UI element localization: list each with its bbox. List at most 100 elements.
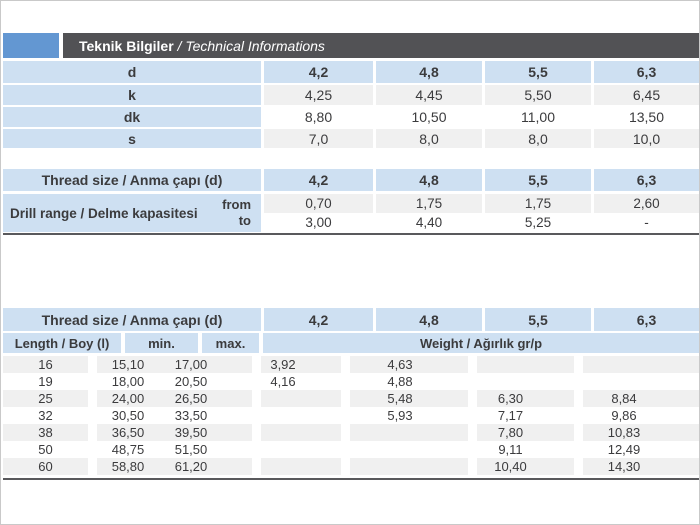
weight-cell: 10,83 <box>583 424 699 441</box>
drill-range-table: Thread size / Anma çapı (d) 4,2 4,8 5,5 … <box>3 169 699 232</box>
table-row-length-50: 50 48,75 51,50 9,11 12,49 <box>3 441 699 458</box>
value-cell: 6,45 <box>594 85 699 105</box>
weight-cell <box>583 373 699 390</box>
min-column-header: min. <box>125 333 198 353</box>
weight-cell <box>261 390 341 407</box>
weight-cell <box>583 356 699 373</box>
size-header-cell: 5,5 <box>485 61 591 83</box>
value-cell: 10,50 <box>376 107 482 127</box>
thread-size-label: Thread size / Anma çapı (d) <box>3 169 261 191</box>
table-row-length-38: 38 36,50 39,50 7,80 10,83 <box>3 424 699 441</box>
max-value: 17,00 <box>174 357 208 372</box>
value-cell: 5,50 <box>485 85 591 105</box>
max-value: 33,50 <box>174 408 208 423</box>
value-cell: 4,40 <box>376 213 482 232</box>
weight-cell: 3,92 <box>261 356 341 373</box>
table-row-length-60: 60 58,80 61,20 10,40 14,30 <box>3 458 699 475</box>
value-cell: 10,0 <box>594 129 699 148</box>
size-header-cell: 4,8 <box>376 169 482 191</box>
table-row-s: s 7,0 8,0 8,0 10,0 <box>3 129 699 148</box>
row-label-s: s <box>3 129 261 148</box>
length-cell: 16 <box>3 356 88 373</box>
value-cell: 1,75 <box>376 194 482 213</box>
table-row-length-16: 16 15,10 17,00 3,92 4,63 <box>3 356 699 373</box>
size-header-cell: 4,2 <box>264 169 373 191</box>
value-cell: 13,50 <box>594 107 699 127</box>
weight-cell: 6,30 <box>477 390 574 407</box>
weight-cell <box>261 424 341 441</box>
max-column-header: max. <box>202 333 259 353</box>
length-cell: 38 <box>3 424 88 441</box>
min-value: 15,10 <box>111 357 145 372</box>
weight-cell <box>261 441 341 458</box>
length-cell: 60 <box>3 458 88 475</box>
length-cell: 19 <box>3 373 88 390</box>
weight-cell: 4,63 <box>350 356 468 373</box>
drill-range-label: Drill range / Delme kapasitesi <box>10 205 198 221</box>
length-cell: 50 <box>3 441 88 458</box>
dimensions-table: d 4,2 4,8 5,5 6,3 k 4,25 4,45 5,50 6,45 … <box>3 61 699 148</box>
weight-cell: 10,40 <box>477 458 574 475</box>
value-cell: 7,0 <box>264 129 373 148</box>
accent-square <box>3 33 59 58</box>
value-cell: 1,75 <box>485 194 591 213</box>
dimensions-header-row: d 4,2 4,8 5,5 6,3 <box>3 61 699 83</box>
weight-column-header: Weight / Ağırlık gr/p <box>263 333 699 353</box>
title-bar: Teknik Bilgiler / Technical Informations <box>3 33 699 58</box>
value-cell: 4,25 <box>264 85 373 105</box>
weight-cell <box>477 356 574 373</box>
weight-cell: 14,30 <box>583 458 699 475</box>
size-header-cell: 4,2 <box>264 61 373 83</box>
drill-header-row: Thread size / Anma çapı (d) 4,2 4,8 5,5 … <box>3 169 699 191</box>
length-cell: 25 <box>3 390 88 407</box>
weight-cell <box>350 458 468 475</box>
value-cell: 0,70 <box>264 194 373 213</box>
drill-range-values: 0,70 1,75 1,75 2,60 3,00 4,40 5,25 - <box>264 194 699 232</box>
min-value: 48,75 <box>111 442 145 457</box>
drill-range-label-cell: Drill range / Delme kapasitesi from to <box>3 194 261 232</box>
row-label-k: k <box>3 85 261 105</box>
max-value: 51,50 <box>174 442 208 457</box>
value-cell: 4,45 <box>376 85 482 105</box>
table-row-length-25: 25 24,00 26,50 5,48 6,30 8,84 <box>3 390 699 407</box>
value-cell: 2,60 <box>594 194 699 213</box>
value-cell: 5,25 <box>485 213 591 232</box>
table-row-dk: dk 8,80 10,50 11,00 13,50 <box>3 107 699 127</box>
size-header-cell: 4,2 <box>264 308 373 331</box>
weight-cell: 8,84 <box>583 390 699 407</box>
length-column-header: Length / Boy (l) <box>3 333 121 353</box>
value-cell: 8,80 <box>264 107 373 127</box>
table-row-k: k 4,25 4,45 5,50 6,45 <box>3 85 699 105</box>
min-value: 18,00 <box>111 374 145 389</box>
from-label: from <box>222 197 251 212</box>
value-cell: 8,0 <box>376 129 482 148</box>
table-row-length-32: 32 30,50 33,50 5,93 7,17 9,86 <box>3 407 699 424</box>
size-header-cell: 6,3 <box>594 169 699 191</box>
weight-cell <box>477 373 574 390</box>
max-value: 61,20 <box>174 459 208 474</box>
min-value: 24,00 <box>111 391 145 406</box>
min-max-cell: 15,10 17,00 <box>97 356 252 373</box>
value-cell: - <box>594 213 699 232</box>
size-header-cell: 5,5 <box>485 169 591 191</box>
to-label: to <box>238 213 251 228</box>
weight-table-body: 16 15,10 17,00 3,92 4,63 19 18,00 20,50 4,… <box>3 356 699 475</box>
weight-cell: 12,49 <box>583 441 699 458</box>
size-header-cell: 4,8 <box>376 308 482 331</box>
weight-cell: 7,17 <box>477 407 574 424</box>
value-cell: 8,0 <box>485 129 591 148</box>
min-value: 36,50 <box>111 425 145 440</box>
weight-cell <box>261 458 341 475</box>
title-strip: Teknik Bilgiler / Technical Informations <box>63 33 699 58</box>
max-value: 26,50 <box>174 391 208 406</box>
min-max-cell: 58,80 61,20 <box>97 458 252 475</box>
weight-table: Thread size / Anma çapı (d) 4,2 4,8 5,5 … <box>3 308 699 475</box>
weight-cell <box>350 424 468 441</box>
weight-cell: 9,11 <box>477 441 574 458</box>
table-row-length-19: 19 18,00 20,50 4,16 4,88 <box>3 373 699 390</box>
weight-cell <box>261 407 341 424</box>
row-label-dk: dk <box>3 107 261 127</box>
min-max-cell: 30,50 33,50 <box>97 407 252 424</box>
from-values-row: 0,70 1,75 1,75 2,60 <box>264 194 699 213</box>
